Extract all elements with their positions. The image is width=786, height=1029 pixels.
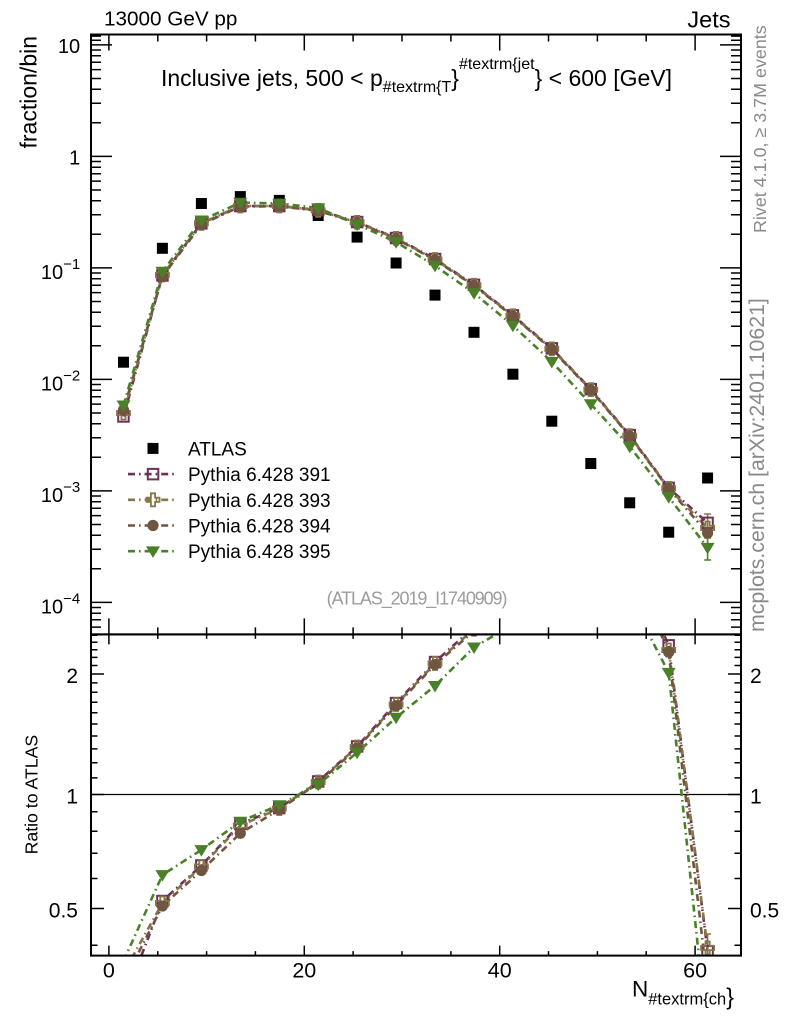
svg-text:Pythia 6.428 391: Pythia 6.428 391 xyxy=(188,465,331,486)
svg-text:1: 1 xyxy=(69,148,80,170)
svg-text:2: 2 xyxy=(66,665,78,688)
svg-text:mcplots.cern.ch [arXiv:2401.10: mcplots.cern.ch [arXiv:2401.10621] xyxy=(745,298,769,632)
svg-text:2: 2 xyxy=(750,665,762,688)
svg-text:fraction/bin: fraction/bin xyxy=(15,36,41,149)
svg-text:Jets: Jets xyxy=(687,7,730,33)
svg-text:Pythia 6.428 395: Pythia 6.428 395 xyxy=(188,542,331,563)
svg-text:40: 40 xyxy=(488,959,512,983)
svg-text:Pythia 6.428 394: Pythia 6.428 394 xyxy=(188,517,331,538)
svg-text:0.5: 0.5 xyxy=(750,900,779,923)
svg-text:10: 10 xyxy=(58,36,80,58)
svg-text:(ATLAS_2019_I1740909): (ATLAS_2019_I1740909) xyxy=(327,589,507,610)
svg-text:0.5: 0.5 xyxy=(49,900,78,923)
svg-text:Ratio to ATLAS: Ratio to ATLAS xyxy=(22,735,42,855)
svg-text:60: 60 xyxy=(683,959,707,983)
svg-text:Rivet 4.1.0, ≥ 3.7M events: Rivet 4.1.0, ≥ 3.7M events xyxy=(750,25,770,233)
svg-text:13000 GeV pp: 13000 GeV pp xyxy=(104,8,237,31)
svg-text:Pythia 6.428 393: Pythia 6.428 393 xyxy=(188,491,331,512)
svg-text:20: 20 xyxy=(292,959,316,983)
svg-text:0: 0 xyxy=(103,959,115,983)
svg-text:1: 1 xyxy=(66,786,78,809)
svg-text:ATLAS: ATLAS xyxy=(188,439,247,460)
svg-text:1: 1 xyxy=(750,786,762,809)
